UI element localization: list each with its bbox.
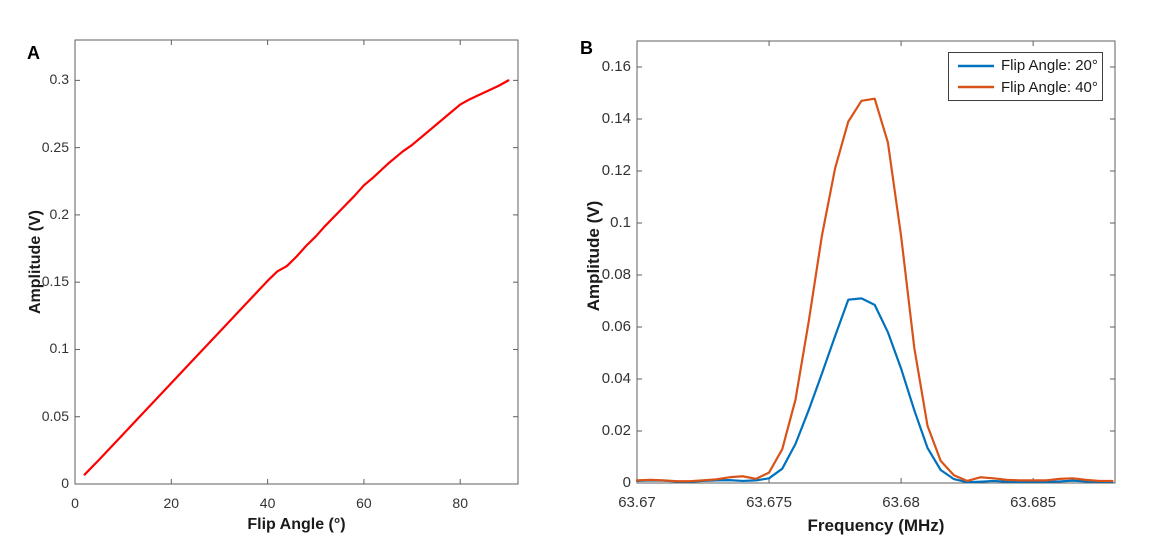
y-tick-label: 0.04: [601, 370, 631, 387]
panel-a-axes: [74, 39, 519, 485]
panel-a-xaxis-label: Flip Angle (°): [247, 516, 346, 533]
panel-a-yaxis-label: Amplitude (V): [27, 210, 44, 314]
legend-entry-flip-20: Flip Angle: 20°: [958, 57, 1102, 74]
series-line-D95319: [635, 97, 1114, 483]
y-tick-label: 0: [61, 475, 69, 491]
y-tick-label: 0.2: [49, 205, 69, 222]
y-tick-label: 0.1: [610, 214, 631, 231]
x-tick-label: 0: [71, 495, 79, 511]
y-tick-label: 0.1: [49, 340, 69, 357]
series-line-0072BD: [635, 297, 1114, 484]
x-tick-label: 63.685: [1010, 494, 1057, 511]
x-tick-label: 63.67: [618, 494, 656, 511]
panel-a-letter: A: [27, 43, 40, 63]
y-tick-label: 0.05: [41, 407, 69, 424]
legend-line-sample-orange: [958, 85, 994, 89]
x-tick-label: 63.68: [882, 494, 920, 511]
panel-b-xaxis-label: Frequency (MHz): [807, 516, 945, 535]
legend-label-flip-20: Flip Angle: 20°: [1001, 57, 1098, 75]
y-tick-label: 0.15: [41, 273, 69, 290]
series-line-ff0000: [83, 79, 510, 476]
y-tick-label: 0.3: [49, 71, 69, 88]
y-tick-label: 0.25: [41, 138, 69, 155]
legend-entry-flip-40: Flip Angle: 40°: [958, 79, 1102, 96]
y-tick-label: 0.14: [601, 110, 631, 127]
x-tick-label: 40: [259, 495, 276, 511]
panel-b-axes: [635, 40, 1116, 484]
y-tick-label: 0: [622, 474, 631, 491]
y-tick-label: 0.12: [601, 162, 631, 179]
y-tick-label: 0.06: [601, 318, 631, 335]
legend-line-sample-blue: [958, 64, 994, 68]
legend-label-flip-40: Flip Angle: 40°: [1001, 78, 1098, 96]
y-tick-label: 0.08: [601, 266, 631, 283]
x-tick-label: 80: [452, 495, 468, 511]
x-tick-label: 20: [163, 495, 180, 511]
panel-b-letter: B: [580, 38, 593, 58]
y-tick-label: 0.02: [601, 422, 631, 439]
legend-box: Flip Angle: 20° Flip Angle: 40°: [948, 52, 1103, 101]
y-tick-label: 0.16: [601, 58, 631, 75]
x-tick-label: 63.675: [746, 494, 792, 511]
x-tick-label: 60: [356, 495, 372, 511]
